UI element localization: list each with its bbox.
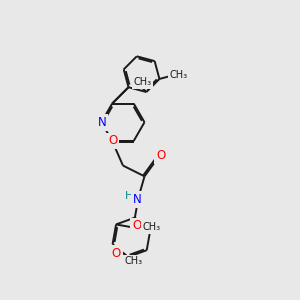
Text: O: O [108,134,118,147]
Text: CH₃: CH₃ [170,70,188,80]
Text: O: O [132,219,141,232]
Text: N: N [98,116,106,129]
Text: O: O [112,247,121,260]
Text: CH₃: CH₃ [142,222,160,233]
Text: N: N [107,134,116,147]
Text: O: O [156,149,165,162]
Text: H: H [125,191,133,201]
Text: CH₃: CH₃ [124,256,142,266]
Text: CH₃: CH₃ [134,77,152,87]
Text: N: N [132,193,141,206]
